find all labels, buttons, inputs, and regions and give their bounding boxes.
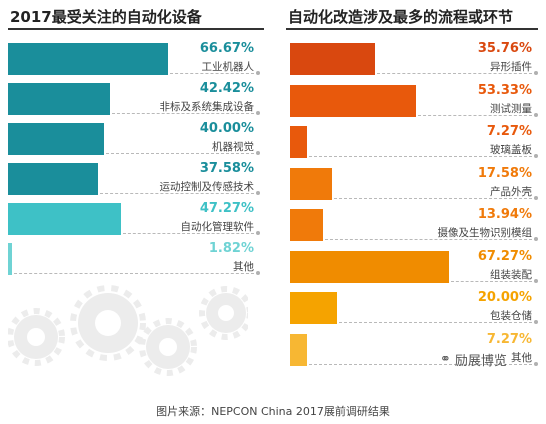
leader-dot — [534, 237, 538, 241]
bar-row: 40.00% 机器视觉 — [8, 121, 260, 155]
leader-dot — [256, 71, 260, 75]
bar — [290, 84, 417, 117]
left-title-rule — [8, 28, 264, 30]
category-label: 异形插件 — [490, 61, 532, 73]
bar-row: 13.94% 摄像及生物识别模组 — [290, 207, 538, 241]
bar-row: 7.27% 其他 — [290, 331, 538, 366]
bar — [8, 83, 110, 115]
bar — [290, 292, 338, 324]
leader-line — [325, 239, 532, 240]
bar-row: 42.42% 非标及系统集成设备 — [8, 81, 260, 115]
category-label: 自动化管理软件 — [180, 221, 255, 233]
category-label: 机器视觉 — [212, 141, 254, 153]
left-chart-title: 2017最受关注的自动化设备 — [10, 8, 202, 26]
leader-dot — [534, 195, 538, 200]
value-label: 1.82% — [208, 241, 254, 256]
leader-dot — [534, 320, 538, 324]
leader-dot — [534, 278, 538, 283]
value-label: 67.27% — [477, 248, 532, 264]
leader-line — [418, 114, 532, 116]
value-label: 7.27% — [486, 124, 532, 139]
leader-line — [123, 233, 254, 234]
leader-dot — [256, 231, 260, 235]
leader-dot — [534, 361, 538, 366]
leader-dot — [534, 71, 538, 75]
leader-line — [309, 363, 532, 365]
leader-line — [106, 153, 254, 154]
bar-row: 20.00% 包装仓储 — [290, 290, 538, 324]
category-label: 非标及系统集成设备 — [159, 101, 255, 113]
wechat-icon: ⚭ — [440, 352, 451, 367]
leader-dot — [256, 191, 260, 195]
bar-row: 66.67% 工业机器人 — [8, 41, 260, 75]
bar-row: 47.27% 自动化管理软件 — [8, 201, 260, 235]
value-label: 13.94% — [477, 207, 532, 222]
leader-line — [111, 113, 254, 114]
bar — [8, 163, 99, 195]
watermark: ⚭ 励展博览 — [440, 350, 507, 369]
leader-dot — [256, 151, 260, 155]
leader-line — [451, 280, 532, 282]
value-label: 53.33% — [477, 82, 532, 98]
bar-row: 7.27% 玻璃盖板 — [290, 124, 538, 158]
leader-dot — [534, 154, 538, 158]
leader-line — [333, 197, 532, 199]
gears-illustration — [8, 285, 248, 376]
bar-row: 37.58% 运动控制及传感技术 — [8, 161, 260, 195]
bar-row: 53.33% 测试测量 — [290, 82, 538, 117]
value-label: 47.27% — [199, 201, 254, 216]
category-label: 运动控制及传感技术 — [159, 181, 255, 193]
value-label: 7.27% — [486, 331, 532, 347]
category-label: 工业机器人 — [201, 61, 255, 73]
category-label: 其他 — [233, 261, 254, 273]
value-label: 37.58% — [199, 161, 254, 176]
leader-line — [376, 73, 532, 74]
leader-dot — [256, 271, 260, 275]
category-label: 测试测量 — [490, 102, 532, 115]
category-label: 组装装配 — [490, 268, 532, 281]
category-label: 玻璃盖板 — [490, 144, 532, 156]
value-label: 35.76% — [477, 41, 532, 56]
leader-line — [339, 322, 532, 323]
right-title-rule — [286, 28, 538, 30]
value-label: 66.67% — [199, 41, 254, 56]
right-chart: 自动化改造涉及最多的流程或环节 35.76% 异形插件 53.33% 测试测量 7.27… — [278, 0, 546, 400]
bar — [290, 43, 375, 75]
category-label: 包装仓储 — [490, 310, 532, 322]
bar — [290, 250, 450, 283]
bar — [8, 243, 13, 275]
leader-line — [170, 73, 254, 74]
leader-dot — [534, 112, 538, 117]
category-label: 产品外壳 — [490, 185, 532, 198]
leader-line — [100, 193, 254, 194]
bar-row: 1.82% 其他 — [8, 241, 260, 275]
bar-row: 35.76% 异形插件 — [290, 41, 538, 75]
right-chart-title: 自动化改造涉及最多的流程或环节 — [288, 8, 514, 26]
leader-dot — [256, 111, 260, 115]
category-label: 其他 — [511, 351, 532, 364]
bar-row: 17.58% 产品外壳 — [290, 165, 538, 200]
value-label: 42.42% — [199, 81, 254, 96]
bar — [290, 209, 324, 241]
value-label: 40.00% — [199, 121, 254, 136]
bar — [8, 123, 104, 155]
bar — [8, 43, 168, 75]
leader-line — [14, 273, 254, 274]
leader-line — [309, 156, 532, 157]
value-label: 17.58% — [477, 165, 532, 181]
value-label: 20.00% — [477, 290, 532, 305]
category-label: 摄像及生物识别模组 — [437, 227, 533, 239]
bar-row: 67.27% 组装装配 — [290, 248, 538, 283]
left-chart: 2017最受关注的自动化设备 66.67% 工业机器人 42.42% 非标及系统集成设… — [0, 0, 272, 400]
watermark-text: 励展博览 — [454, 354, 507, 369]
bar — [290, 126, 308, 158]
source-note: 图片来源：NEPCON China 2017展前调研结果 — [156, 405, 390, 418]
bar — [8, 203, 122, 235]
bar — [290, 333, 308, 366]
bar — [290, 167, 332, 200]
